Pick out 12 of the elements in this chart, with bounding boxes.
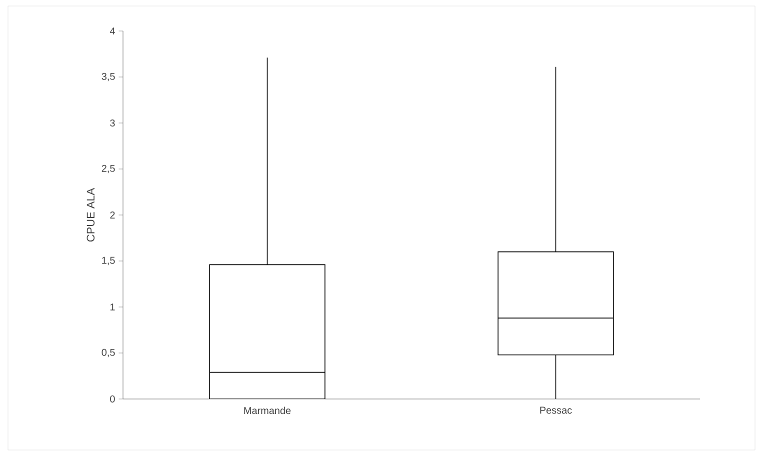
y-axis-title: CPUE ALA [86, 188, 95, 242]
y-tick-label: 1,5 [102, 256, 115, 266]
y-tick-label: 0,5 [102, 348, 115, 358]
y-tick-label: 3,5 [102, 72, 115, 82]
y-tick-label: 0 [110, 395, 115, 403]
y-tick-label: 4 [110, 28, 115, 34]
y-tick-label: 1 [110, 304, 115, 310]
x-tick-label: Marmande [244, 406, 291, 414]
y-tick-label: 2 [110, 212, 115, 218]
y-tick-label: 2,5 [102, 164, 115, 174]
x-tick-label: Pessac [540, 406, 572, 414]
y-tick-label: 3 [110, 119, 115, 127]
